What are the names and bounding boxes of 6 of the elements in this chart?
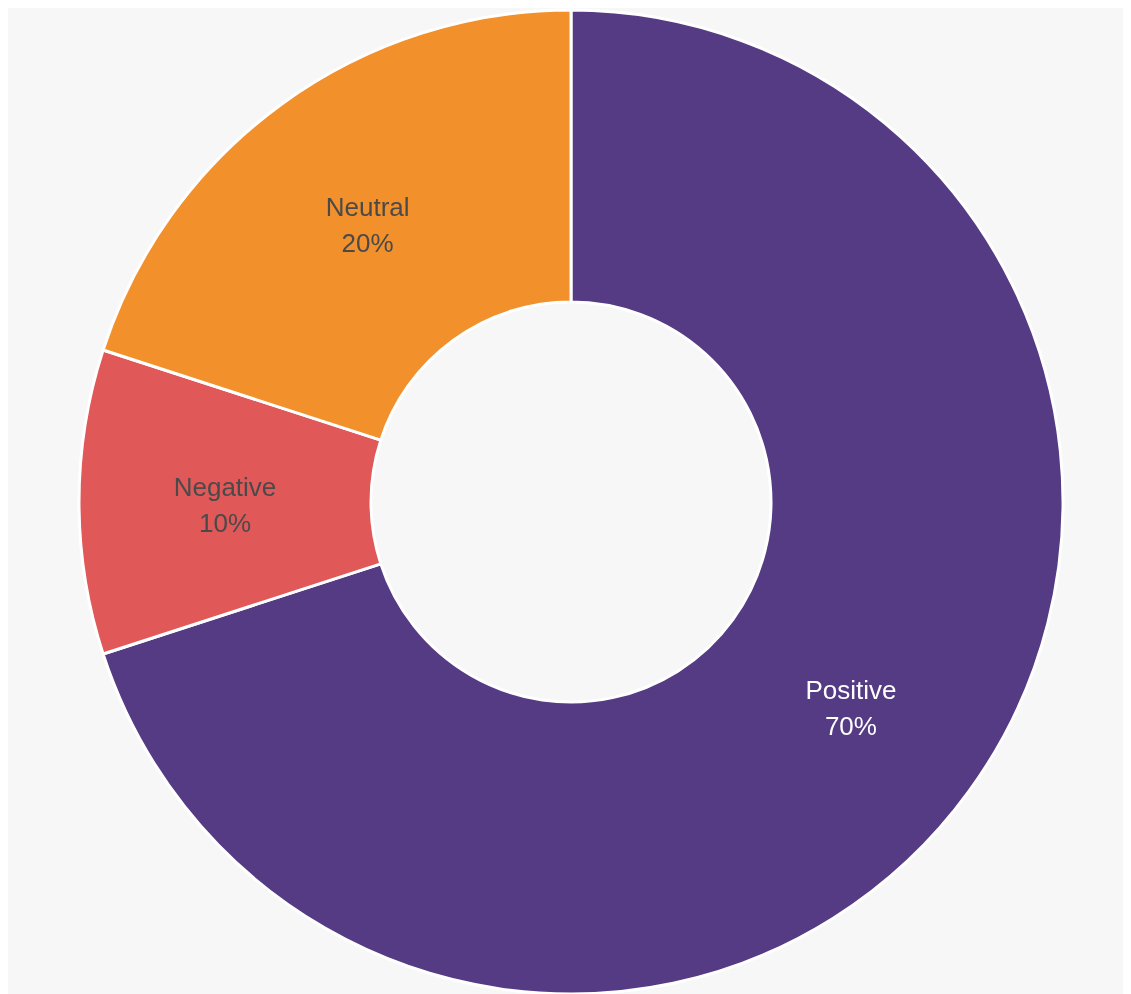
slice-label: Positive — [805, 675, 897, 706]
slice-label: Negative — [173, 472, 277, 502]
data-label: 70% — [824, 711, 877, 742]
data-label: 10% — [198, 508, 252, 538]
slice-label: Neutral — [325, 192, 410, 223]
data-label: 20% — [341, 228, 394, 259]
